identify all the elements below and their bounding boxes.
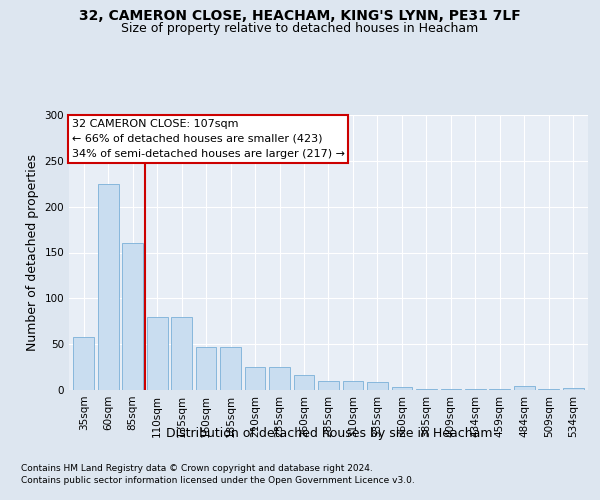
Bar: [196, 347, 217, 390]
Bar: [269, 367, 290, 390]
Bar: [416, 389, 437, 390]
Bar: [122, 244, 143, 390]
Bar: [293, 376, 314, 390]
Bar: [318, 381, 339, 390]
Bar: [147, 316, 167, 390]
Bar: [490, 389, 510, 390]
Bar: [171, 316, 192, 390]
Bar: [73, 337, 94, 390]
Bar: [343, 381, 364, 390]
Bar: [220, 347, 241, 390]
Bar: [392, 387, 412, 390]
Text: Distribution of detached houses by size in Heacham: Distribution of detached houses by size …: [166, 428, 492, 440]
Text: Contains HM Land Registry data © Crown copyright and database right 2024.: Contains HM Land Registry data © Crown c…: [21, 464, 373, 473]
Bar: [367, 382, 388, 390]
Text: 32, CAMERON CLOSE, HEACHAM, KING'S LYNN, PE31 7LF: 32, CAMERON CLOSE, HEACHAM, KING'S LYNN,…: [79, 9, 521, 23]
Bar: [465, 389, 486, 390]
Text: Contains public sector information licensed under the Open Government Licence v3: Contains public sector information licen…: [21, 476, 415, 485]
Text: Size of property relative to detached houses in Heacham: Size of property relative to detached ho…: [121, 22, 479, 35]
Bar: [538, 389, 559, 390]
Bar: [245, 367, 265, 390]
Bar: [98, 184, 119, 390]
Text: 32 CAMERON CLOSE: 107sqm
← 66% of detached houses are smaller (423)
34% of semi-: 32 CAMERON CLOSE: 107sqm ← 66% of detach…: [71, 119, 344, 158]
Bar: [440, 389, 461, 390]
Bar: [563, 388, 584, 390]
Bar: [514, 386, 535, 390]
Y-axis label: Number of detached properties: Number of detached properties: [26, 154, 39, 351]
